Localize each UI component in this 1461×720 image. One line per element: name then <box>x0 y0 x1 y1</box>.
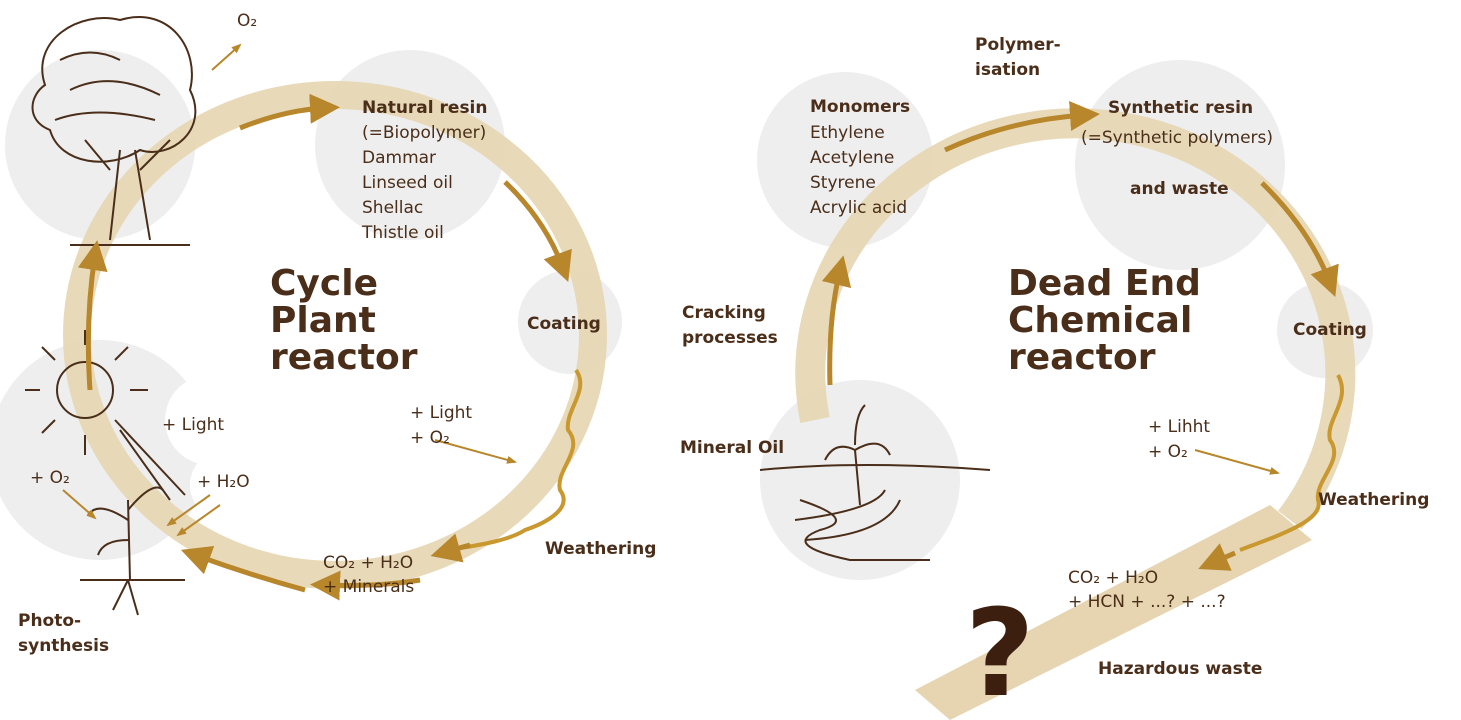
plant-o2-label: + O₂ <box>30 468 70 488</box>
text-line: Acrylic acid <box>810 198 907 218</box>
text-line: + HCN + ...? + ...? <box>1068 592 1226 612</box>
text-line: isation <box>975 60 1040 80</box>
text-line: Acetylene <box>810 148 894 168</box>
hazardous-label: Hazardous waste <box>1098 659 1262 679</box>
text-line: Dead End <box>1008 263 1201 304</box>
polymerisation: Polymer-isation <box>975 35 1061 80</box>
synthetic-title: Synthetic resin <box>1108 98 1253 118</box>
monomers-title: Monomers <box>810 97 910 117</box>
text-line: Plant <box>270 300 376 341</box>
waste-label: and waste <box>1130 179 1229 199</box>
plant-h2o-label: + H₂O <box>197 472 250 492</box>
text-line: Photo- <box>18 611 81 631</box>
oil-circle <box>760 380 960 580</box>
text-line: Styrene <box>810 173 876 193</box>
text-line: + O₂ <box>410 428 450 448</box>
text-line: Polymer- <box>975 35 1061 55</box>
resin-title: Natural resin <box>362 98 488 118</box>
text-line: CO₂ + H₂O <box>1068 568 1158 588</box>
synthetic-circle <box>1075 60 1285 270</box>
text-line: + O₂ <box>1148 442 1188 462</box>
text-line: + Light <box>410 403 472 423</box>
text-line: Dammar <box>362 148 436 168</box>
text-line: synthesis <box>18 636 109 656</box>
text-line: Thistle oil <box>361 223 444 243</box>
sun-light-label: + Light <box>162 415 224 435</box>
question-mark: ? <box>965 585 1035 720</box>
chemical-dead-end: Polymer-isation Monomers Ethylene Acetyle… <box>680 35 1429 720</box>
text-line: + Minerals <box>323 577 414 597</box>
coating-label-r: Coating <box>1293 320 1367 340</box>
text-line: CO₂ + H₂O <box>323 553 413 573</box>
text-line: (=Biopolymer) <box>362 123 486 143</box>
mineral-oil-label: Mineral Oil <box>680 438 784 458</box>
light-o2-r: + Lihht + O₂ <box>1148 417 1210 462</box>
text-line: reactor <box>270 337 418 378</box>
weathering-label-r: Weathering <box>1318 490 1429 510</box>
text-line: processes <box>682 328 778 348</box>
text-line: Cycle <box>270 263 378 304</box>
synthetic-sub: (=Synthetic polymers) <box>1081 128 1273 148</box>
text-line: Cracking <box>682 303 766 323</box>
text-line: Shellac <box>362 198 423 218</box>
photosynthesis: Photo-synthesis <box>18 611 109 656</box>
text-line: Chemical <box>1008 300 1192 341</box>
coating-label: Coating <box>527 314 601 334</box>
o2-label: O₂ <box>237 11 257 31</box>
cracking: Cracking processes <box>682 303 778 348</box>
plant-cycle: O₂ Natural resin (=Biopolymer) Dammar Lins… <box>0 11 656 656</box>
text-line: + Lihht <box>1148 417 1210 437</box>
light-o2: + Light + O₂ <box>410 403 472 448</box>
text-line: Ethylene <box>810 123 885 143</box>
text-line: Linseed oil <box>362 173 453 193</box>
diagram: O₂ Natural resin (=Biopolymer) Dammar Lins… <box>0 0 1461 720</box>
text-line: reactor <box>1008 337 1156 378</box>
weathering-label: Weathering <box>545 539 656 559</box>
